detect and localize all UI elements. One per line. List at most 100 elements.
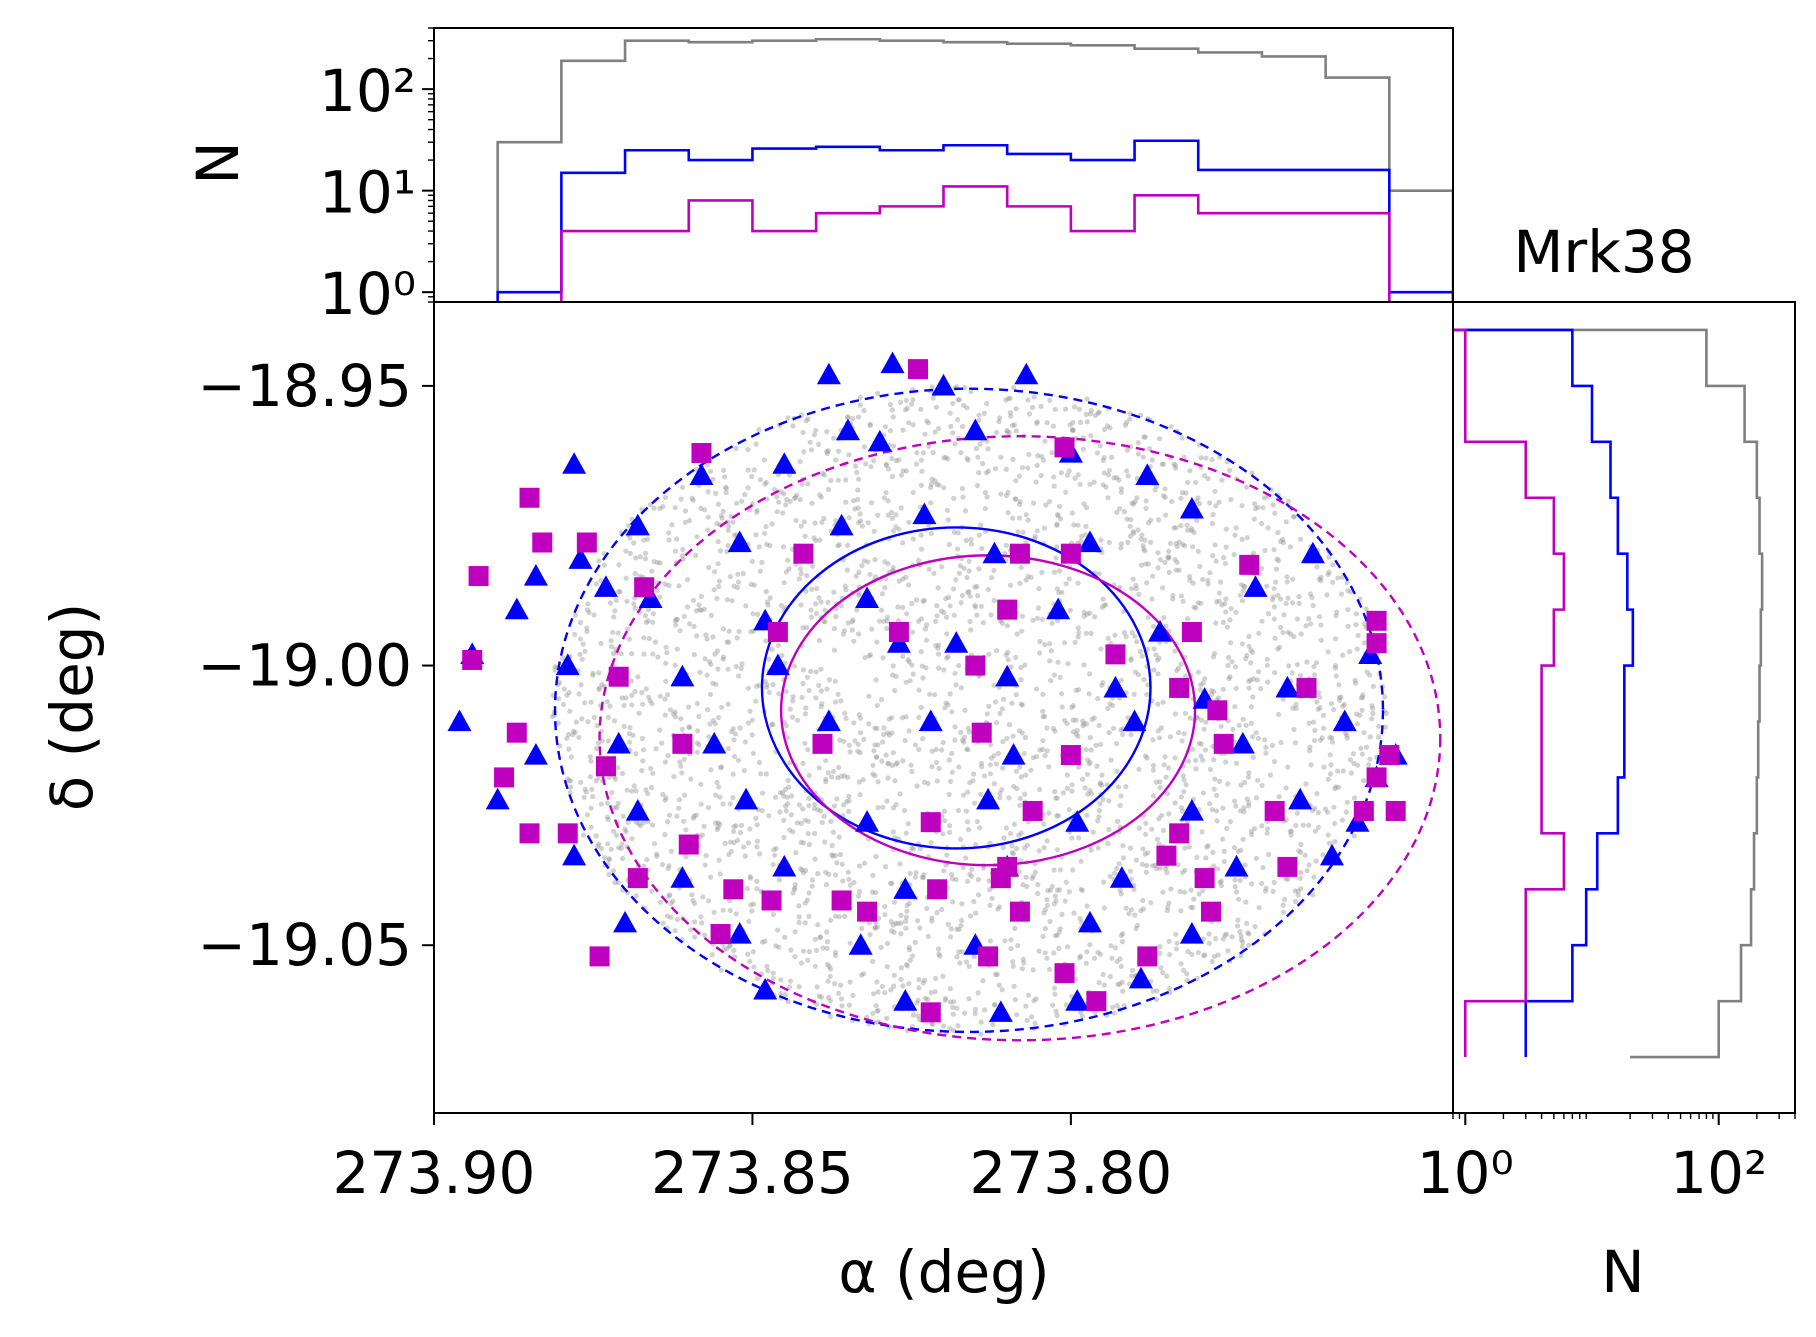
background-point (1239, 598, 1246, 604)
background-point (1211, 650, 1218, 657)
background-point (688, 776, 694, 782)
background-point (1093, 742, 1099, 748)
background-point (884, 964, 891, 970)
background-point (1136, 766, 1142, 773)
background-point (1025, 573, 1031, 580)
background-point (1240, 836, 1246, 842)
background-point (880, 655, 886, 661)
background-point (1095, 818, 1101, 824)
blue-triangle-point (1046, 597, 1071, 620)
background-point (1118, 793, 1124, 799)
background-point (861, 558, 867, 564)
background-point (855, 496, 861, 503)
blue-triangle-point (625, 798, 650, 821)
background-point (1143, 561, 1149, 567)
magenta-square-point (1366, 767, 1387, 788)
background-point (1334, 609, 1340, 615)
blue-triangle-point (523, 743, 548, 765)
background-point (962, 508, 969, 514)
background-point (1056, 589, 1062, 596)
background-point (993, 699, 999, 705)
background-point (960, 423, 966, 430)
magenta-square-point (1239, 554, 1260, 575)
background-point (1232, 877, 1238, 883)
background-point (975, 593, 981, 599)
background-point (1280, 536, 1286, 543)
background-point (855, 741, 861, 747)
background-point (1303, 781, 1309, 787)
background-point (1105, 495, 1111, 501)
background-point (647, 502, 654, 508)
background-point (850, 992, 856, 999)
background-point (981, 410, 988, 416)
background-point (1008, 937, 1014, 943)
background-point (1130, 576, 1136, 582)
background-point (1034, 420, 1040, 426)
background-point (1191, 604, 1197, 610)
background-point (1103, 602, 1109, 608)
background-point (1195, 600, 1201, 606)
background-point (1346, 649, 1353, 655)
background-point (1150, 988, 1156, 994)
background-point (1025, 992, 1032, 998)
background-point (720, 626, 727, 632)
background-point (946, 757, 952, 763)
background-point (727, 907, 733, 914)
background-point (719, 515, 725, 521)
background-point (802, 740, 808, 746)
background-point (717, 871, 723, 877)
background-point (1091, 955, 1098, 961)
background-point (1269, 597, 1276, 603)
background-point (1174, 543, 1180, 550)
background-point (918, 546, 925, 552)
background-point (1173, 465, 1179, 471)
background-point (1016, 869, 1022, 875)
background-point (681, 818, 687, 824)
magenta-square-point (1385, 800, 1406, 821)
background-point (892, 778, 898, 784)
background-point (890, 750, 897, 756)
background-point (1055, 659, 1061, 665)
background-point (924, 418, 930, 424)
background-point (749, 473, 755, 480)
background-point (1053, 898, 1059, 904)
background-point (818, 994, 825, 1000)
background-point (956, 570, 962, 576)
background-point (1355, 632, 1361, 639)
background-point (1101, 602, 1107, 608)
background-point (1153, 996, 1160, 1003)
background-point (1179, 808, 1185, 814)
background-point (561, 686, 567, 692)
background-point (1142, 434, 1148, 440)
background-point (1179, 490, 1186, 496)
background-point (926, 566, 932, 572)
background-point (997, 790, 1003, 796)
background-point (1246, 678, 1252, 684)
background-point (776, 691, 782, 697)
background-point (1182, 710, 1188, 716)
background-point (859, 925, 865, 932)
background-point (871, 528, 877, 534)
background-point (1136, 825, 1142, 831)
background-point (1298, 631, 1304, 637)
background-point (1134, 639, 1140, 645)
background-point (1204, 844, 1210, 850)
background-point (611, 718, 618, 724)
background-point (1165, 554, 1171, 560)
background-point (800, 625, 806, 631)
background-point (1293, 701, 1299, 708)
background-point (893, 512, 899, 518)
background-point (1118, 727, 1124, 733)
background-point (724, 946, 730, 952)
background-point (1340, 652, 1346, 658)
background-point (799, 694, 805, 700)
background-point (856, 569, 862, 576)
background-point (1123, 634, 1129, 640)
background-point (975, 990, 981, 996)
magenta-top-histogram-step (560, 185, 1391, 302)
background-point (818, 704, 824, 710)
background-point (1166, 548, 1172, 555)
background-point (1044, 725, 1050, 731)
magenta-square-point (1156, 845, 1177, 866)
background-point (1225, 662, 1231, 669)
